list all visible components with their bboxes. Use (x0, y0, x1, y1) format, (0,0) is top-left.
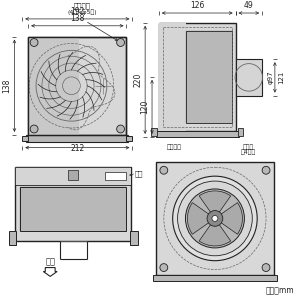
Text: 212: 212 (70, 144, 85, 153)
Text: 給気口: 給気口 (243, 145, 254, 150)
FancyArrow shape (43, 268, 57, 276)
Text: （4面）: （4面） (241, 150, 256, 155)
Circle shape (117, 39, 124, 46)
Bar (20, 187, 127, 231)
Bar (156, 131, 238, 137)
Bar (22, 136, 28, 141)
Circle shape (30, 125, 38, 133)
Circle shape (207, 211, 223, 226)
Circle shape (212, 215, 218, 221)
Text: 120: 120 (140, 100, 149, 114)
Circle shape (117, 125, 124, 133)
Circle shape (173, 176, 257, 261)
Bar (15, 167, 131, 185)
Text: 138: 138 (70, 14, 85, 23)
Text: 単位：mm: 単位：mm (266, 286, 295, 295)
Text: 取付け稴: 取付け稴 (74, 2, 91, 9)
Bar (159, 23, 186, 131)
Bar (15, 167, 131, 241)
Text: 220: 220 (133, 73, 142, 87)
Wedge shape (199, 191, 231, 218)
Bar (151, 128, 157, 136)
Bar (236, 59, 262, 96)
Text: 192: 192 (70, 7, 85, 16)
Bar (153, 275, 277, 281)
Wedge shape (215, 202, 242, 234)
Bar (163, 27, 232, 127)
Circle shape (160, 264, 168, 272)
Circle shape (262, 166, 270, 174)
Text: 49: 49 (244, 1, 254, 10)
Bar (159, 23, 236, 131)
Text: 121: 121 (278, 71, 284, 84)
Circle shape (160, 166, 168, 174)
Circle shape (185, 189, 244, 248)
Bar (28, 37, 79, 135)
Bar (105, 172, 127, 180)
Text: 126: 126 (190, 1, 204, 10)
Bar (186, 31, 232, 123)
Bar (8, 231, 16, 245)
Wedge shape (188, 202, 215, 234)
Bar (15, 167, 131, 185)
Text: φ97: φ97 (268, 70, 274, 84)
Circle shape (30, 39, 38, 46)
Bar (127, 136, 132, 141)
Circle shape (262, 264, 270, 272)
Bar (28, 37, 127, 135)
Circle shape (178, 181, 252, 256)
Text: (4ケ×φ5稴): (4ケ×φ5稴) (68, 9, 97, 15)
Bar (238, 128, 243, 136)
Bar (156, 162, 274, 275)
Bar (130, 231, 138, 245)
Bar (28, 37, 127, 135)
Bar (68, 170, 78, 180)
Wedge shape (199, 218, 231, 246)
Text: 銘板: 銘板 (135, 170, 143, 176)
Text: 虫排出口: 虫排出口 (167, 145, 182, 150)
Text: 風向: 風向 (45, 258, 55, 267)
Bar (26, 135, 128, 142)
Text: 138: 138 (2, 79, 11, 93)
